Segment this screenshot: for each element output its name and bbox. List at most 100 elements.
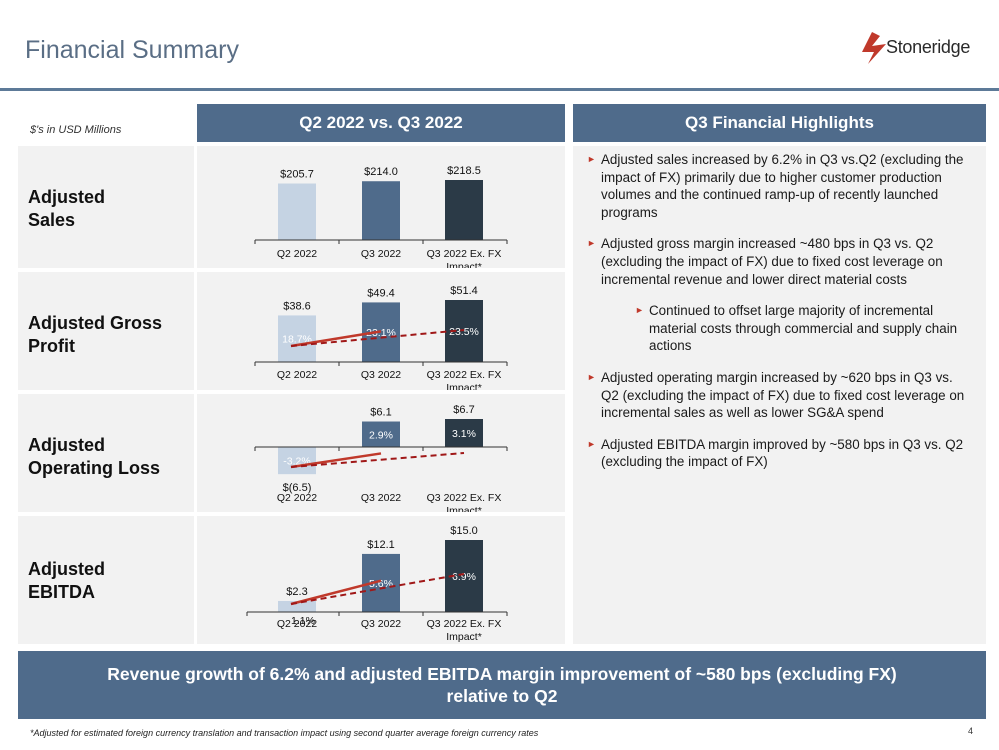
row-label-box-ebitda: Adjusted EBITDA <box>18 516 194 644</box>
category-label: Q2 2022 <box>277 248 317 260</box>
units-note: $'s in USD Millions <box>30 124 122 136</box>
category-label: Q3 2022 Ex. FX <box>427 369 502 381</box>
bar <box>278 447 316 475</box>
value-label: $12.1 <box>367 539 395 551</box>
banner-line2: relative to Q2 <box>446 686 558 706</box>
row-label-line2: Operating Loss <box>28 458 161 478</box>
value-label: $51.4 <box>450 285 478 297</box>
margin-label: 23.1% <box>366 327 396 339</box>
highlight-text: Adjusted operating margin increased by ~… <box>601 369 965 421</box>
category-label: Q3 2022 Ex. FX <box>427 492 502 504</box>
highlight-item: ► Adjusted gross margin increased ~480 bp… <box>587 235 972 288</box>
margin-trend-line <box>290 452 382 469</box>
row-label-line1: Adjusted <box>28 187 106 207</box>
category-label: Q3 2022 Ex. FX <box>427 248 502 260</box>
row-label-line2: Sales <box>28 210 76 230</box>
bar <box>278 600 316 612</box>
category-label-cont: Impact* <box>446 261 482 268</box>
gross-profit-chart: $38.6 $49.4 $51.4 Q2 2022 Q3 2022 Q3 2022 Ex.… <box>254 285 508 390</box>
bullet-arrow-icon: ► <box>587 438 596 449</box>
highlight-text: Adjusted EBITDA margin improved by ~580 … <box>601 436 964 470</box>
bar <box>445 419 483 447</box>
margin-label: 23.5% <box>449 326 479 338</box>
margin-label: 3.1% <box>452 428 476 440</box>
bullet-arrow-icon: ► <box>635 305 644 316</box>
value-label: $(6.5) <box>283 482 312 494</box>
row-label-box-sales: Adjusted Sales <box>18 146 194 268</box>
ebitda-chart: $2.3 $12.1 $15.0 Q2 2022 Q3 2022 Q3 2022 Ex. … <box>246 525 508 643</box>
logo-mark-icon <box>862 32 886 64</box>
value-label: $15.0 <box>450 525 478 537</box>
chart-box-operating-loss: $(6.5) $6.1 $6.7 Q2 2022 Q3 2022 Q3 2022 Ex. … <box>197 394 565 512</box>
highlight-subitem: ► Continued to offset large majority of i… <box>635 302 972 355</box>
margin-label: 6.9% <box>452 571 476 583</box>
value-label: $2.3 <box>286 586 307 598</box>
row-label-box-operating-loss: Adjusted Operating Loss <box>18 394 194 512</box>
category-label: Q3 2022 <box>361 492 401 504</box>
comparison-header: Q2 2022 vs. Q3 2022 <box>197 104 565 142</box>
highlight-text: Continued to offset large majority of in… <box>649 303 958 354</box>
row-label-line1: Adjusted Gross <box>28 313 163 333</box>
margin-label: 5.6% <box>369 578 393 590</box>
sales-chart: $205.7 $214.0 $218.5 Q2 2022 Q3 2022 Q3 2022 … <box>254 165 508 268</box>
highlight-item: ► Adjusted EBITDA margin improved by ~580… <box>587 436 972 471</box>
category-label: Q2 2022 <box>277 492 317 504</box>
margin-label: 1.1% <box>291 615 315 627</box>
logo-text: Stoneridge <box>886 37 971 57</box>
operating-loss-chart: $(6.5) $6.1 $6.7 Q2 2022 Q3 2022 Q3 2022 Ex. … <box>254 404 508 512</box>
bar <box>362 181 400 240</box>
category-label-cont: Impact* <box>446 505 482 512</box>
banner-line1: Revenue growth of 6.2% and adjusted EBIT… <box>107 664 897 684</box>
chart-box-sales: $205.7 $214.0 $218.5 Q2 2022 Q3 2022 Q3 2022 … <box>197 146 565 268</box>
page-number: 4 <box>968 726 974 736</box>
highlight-item: ► Adjusted sales increased by 6.2% in Q3 … <box>587 151 972 221</box>
category-label: Q2 2022 <box>277 369 317 381</box>
margin-trend-dashed-line <box>290 452 465 468</box>
category-label: Q2 2022 <box>277 618 317 630</box>
row-label-line1: Adjusted <box>28 559 106 579</box>
value-label: $214.0 <box>364 166 398 178</box>
summary-banner: Revenue growth of 6.2% and adjusted EBIT… <box>18 651 986 719</box>
slide-title: Financial Summary <box>25 36 239 64</box>
bar <box>278 315 316 362</box>
value-label: $38.6 <box>283 300 311 312</box>
margin-trend-dashed-line <box>290 329 465 347</box>
highlights-header: Q3 Financial Highlights <box>573 104 986 142</box>
row-label-gross-profit: Adjusted Gross Profit <box>28 312 162 358</box>
row-label-ebitda: Adjusted EBITDA <box>28 558 105 604</box>
value-label: $49.4 <box>367 287 395 299</box>
category-label: Q3 2022 <box>361 618 401 630</box>
bar <box>362 421 400 447</box>
value-label: $6.7 <box>453 404 474 416</box>
category-label: Q3 2022 <box>361 369 401 381</box>
row-label-line2: Profit <box>28 336 75 356</box>
chart-box-gross-profit: $38.6 $49.4 $51.4 Q2 2022 Q3 2022 Q3 2022 Ex.… <box>197 272 565 390</box>
bar <box>445 180 483 240</box>
highlight-text: Adjusted gross margin increased ~480 bps… <box>601 236 943 287</box>
row-label-box-gross-profit: Adjusted Gross Profit <box>18 272 194 390</box>
value-label: $6.1 <box>370 407 391 419</box>
value-label: $218.5 <box>447 165 481 177</box>
row-label-operating-loss: Adjusted Operating Loss <box>28 434 160 480</box>
footnote: *Adjusted for estimated foreign currency… <box>30 728 539 738</box>
margin-label: 2.9% <box>369 429 393 441</box>
bullet-arrow-icon: ► <box>587 238 596 249</box>
highlight-item: ► Adjusted operating margin increased by … <box>587 369 972 422</box>
margin-trend-line <box>290 330 382 348</box>
stoneridge-logo: Stoneridge <box>858 28 978 68</box>
category-label-cont: Impact* <box>446 382 482 390</box>
row-label-line2: EBITDA <box>28 582 95 602</box>
chart-box-ebitda: $2.3 $12.1 $15.0 Q2 2022 Q3 2022 Q3 2022 Ex. … <box>197 516 565 644</box>
bullet-arrow-icon: ► <box>587 154 596 164</box>
value-label: $205.7 <box>280 169 314 181</box>
highlights-panel <box>573 146 986 644</box>
title-divider <box>0 88 999 91</box>
row-label-sales: Adjusted Sales <box>28 186 105 232</box>
highlights-list: ► Adjusted sales increased by 6.2% in Q3 … <box>587 151 972 485</box>
category-label: Q3 2022 Ex. FX <box>427 618 502 630</box>
row-label-line1: Adjusted <box>28 435 106 455</box>
margin-trend-line <box>290 579 382 606</box>
category-label: Q3 2022 <box>361 248 401 260</box>
bullet-arrow-icon: ► <box>587 371 596 382</box>
bar <box>278 183 316 240</box>
